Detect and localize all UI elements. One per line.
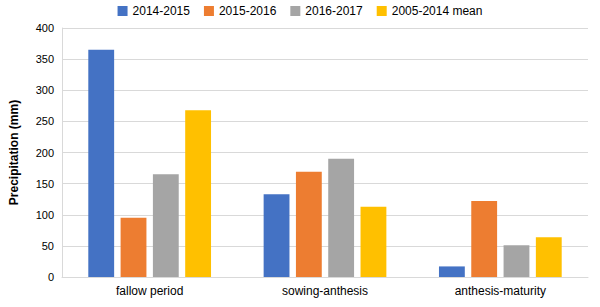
svg-text:2014-2015: 2014-2015	[133, 4, 191, 18]
svg-text:100: 100	[36, 209, 54, 221]
svg-text:2005-2014 mean: 2005-2014 mean	[392, 4, 483, 18]
svg-text:2016-2017: 2016-2017	[305, 4, 363, 18]
svg-text:200: 200	[36, 147, 54, 159]
svg-text:2015-2016: 2015-2016	[219, 4, 277, 18]
svg-text:400: 400	[36, 22, 54, 34]
svg-text:300: 300	[36, 84, 54, 96]
svg-text:Precipitation (mm): Precipitation (mm)	[7, 100, 21, 205]
svg-text:150: 150	[36, 178, 54, 190]
svg-text:250: 250	[36, 115, 54, 127]
svg-text:350: 350	[36, 53, 54, 65]
svg-text:sowing-anthesis: sowing-anthesis	[282, 284, 368, 298]
svg-text:fallow period: fallow period	[116, 284, 183, 298]
svg-text:0: 0	[48, 271, 54, 283]
svg-text:50: 50	[42, 240, 54, 252]
svg-text:anthesis-maturity: anthesis-maturity	[455, 284, 546, 298]
